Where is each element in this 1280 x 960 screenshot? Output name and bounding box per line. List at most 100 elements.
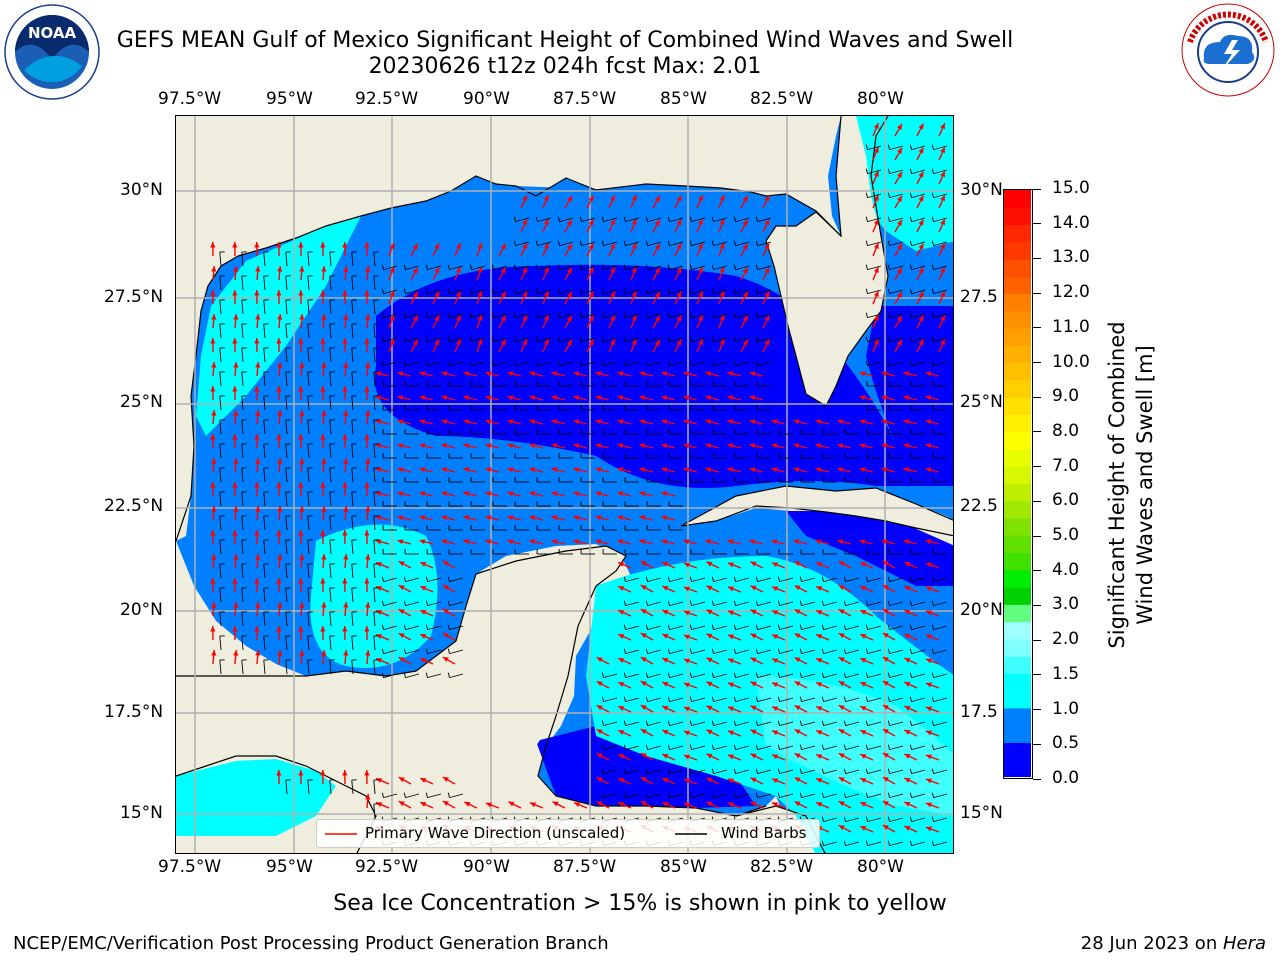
wave-direction-arrowhead xyxy=(320,578,326,584)
wave-direction-arrowhead xyxy=(441,419,448,425)
wave-direction-arrowhead xyxy=(276,626,282,632)
wave-direction-arrowhead xyxy=(343,602,349,608)
wind-barb-shaft xyxy=(713,361,728,367)
wave-direction-arrowhead xyxy=(640,801,647,807)
wave-direction-arrowhead xyxy=(749,419,756,425)
wind-barb-flag xyxy=(821,600,824,606)
wind-barb-shaft xyxy=(329,540,332,555)
wave-direction-arrowhead xyxy=(903,371,910,377)
wave-direction-arrowhead xyxy=(676,195,682,202)
wind-barb-shaft xyxy=(933,769,948,775)
wind-barb-shaft xyxy=(669,769,684,775)
wind-barb-flag xyxy=(733,768,736,774)
colorbar-tick-label: 5.0 xyxy=(1052,525,1080,546)
wave-direction-arrowhead xyxy=(918,123,924,130)
wind-barb-shaft xyxy=(537,337,552,343)
wave-direction-arrowhead xyxy=(342,338,348,344)
wave-direction-arrowhead xyxy=(631,290,637,297)
wind-barb-shaft xyxy=(263,348,266,363)
wave-direction-arrowhead xyxy=(573,515,580,521)
wind-barb-flag xyxy=(513,336,516,342)
wind-barb-shaft xyxy=(867,241,882,247)
wind-barb-shaft xyxy=(383,313,398,319)
wind-barb-shaft xyxy=(537,289,552,295)
wave-direction-arrowhead xyxy=(543,243,549,250)
wave-direction-arrowhead xyxy=(727,586,734,592)
wind-barb-shaft xyxy=(351,564,354,579)
wave-direction-arrowhead xyxy=(419,443,426,449)
wind-barb-flag xyxy=(931,264,934,270)
colorbar-segment xyxy=(1004,328,1031,346)
wind-barb-shaft xyxy=(625,793,640,799)
wave-direction-arrowhead xyxy=(210,290,216,296)
colorbar-segment xyxy=(1004,552,1031,571)
wind-barb-shaft xyxy=(669,601,684,607)
wave-direction-arrowhead xyxy=(365,554,371,560)
wind-barb-shaft xyxy=(867,769,882,775)
wind-barb-shaft xyxy=(351,348,354,363)
wind-barb-shaft xyxy=(823,673,838,679)
wind-barb-shaft xyxy=(307,276,310,291)
wave-direction-arrowhead xyxy=(455,243,461,250)
wind-barb-shaft xyxy=(889,193,904,199)
wind-barb-shaft xyxy=(823,721,838,727)
wind-barb-flag xyxy=(535,240,538,246)
wind-barb-shaft xyxy=(867,337,882,343)
wave-direction-arrowhead xyxy=(398,585,405,591)
wave-direction-arrowhead xyxy=(566,291,572,298)
wave-direction-arrowhead xyxy=(750,585,757,591)
wave-direction-arrowhead xyxy=(925,395,932,401)
wind-barb-shaft xyxy=(669,673,684,679)
wind-barb-flag xyxy=(843,720,846,726)
wind-barb-shaft xyxy=(691,793,706,799)
wind-barb-flag xyxy=(909,648,912,654)
wind-barb-flag xyxy=(777,672,780,678)
wind-barb-flag xyxy=(909,336,912,342)
wind-barb-shaft xyxy=(911,601,926,607)
wind-barb-shaft xyxy=(691,673,706,679)
wind-barb-shaft xyxy=(351,588,354,603)
wind-barb-flag xyxy=(733,744,736,750)
wind-barb-flag xyxy=(645,264,648,270)
wind-barb-shaft xyxy=(405,673,420,679)
wave-direction-arrowhead xyxy=(320,338,326,344)
colorbar-tick-label: 12.0 xyxy=(1052,282,1090,303)
wave-direction-arrowhead xyxy=(211,314,217,320)
wind-barb-shaft xyxy=(263,612,266,627)
wave-direction-arrowhead xyxy=(364,770,370,776)
colorbar-segment xyxy=(1004,431,1031,450)
wave-direction-arrowhead xyxy=(434,267,440,274)
wind-barb-flag xyxy=(667,720,670,726)
wind-barb-shaft xyxy=(285,252,288,267)
wind-barb-flag xyxy=(909,816,912,822)
wave-direction-arrowhead xyxy=(543,315,549,322)
wind-barb-flag xyxy=(843,696,846,702)
wind-barb-flag xyxy=(865,360,868,366)
wind-barb-shaft xyxy=(625,313,640,319)
wind-barb-shaft xyxy=(823,817,838,823)
wave-direction-arrowhead xyxy=(588,291,594,298)
colorbar-tick-mark xyxy=(1033,188,1041,190)
wind-barb-flag xyxy=(425,792,428,798)
wind-barb-flag xyxy=(491,288,494,294)
wave-direction-arrowhead xyxy=(706,801,713,807)
wave-direction-arrowhead xyxy=(596,657,603,663)
wave-zone-0-0.5-east xyxy=(866,306,953,446)
wind-barb-shaft xyxy=(603,793,618,799)
wave-direction-arrowhead xyxy=(860,706,867,711)
wave-direction-arrowhead xyxy=(662,634,669,639)
wave-direction-arrowhead xyxy=(276,770,282,776)
wave-direction-arrowhead xyxy=(343,362,349,368)
wind-barb-flag xyxy=(403,792,406,798)
wind-barb-shaft xyxy=(779,625,794,631)
wind-barb-shaft xyxy=(625,745,640,751)
colorbar-tick-label: 1.0 xyxy=(1052,698,1080,719)
wind-barb-shaft xyxy=(405,601,420,607)
colorbar-tick-label: 11.0 xyxy=(1052,316,1090,337)
wave-direction-arrowhead xyxy=(573,419,580,425)
wave-direction-arrowhead xyxy=(750,705,757,711)
wave-direction-arrowhead xyxy=(543,291,549,298)
wind-barb-flag xyxy=(557,288,560,294)
wave-direction-arrowhead xyxy=(764,315,770,322)
wind-barb-flag xyxy=(909,624,912,630)
